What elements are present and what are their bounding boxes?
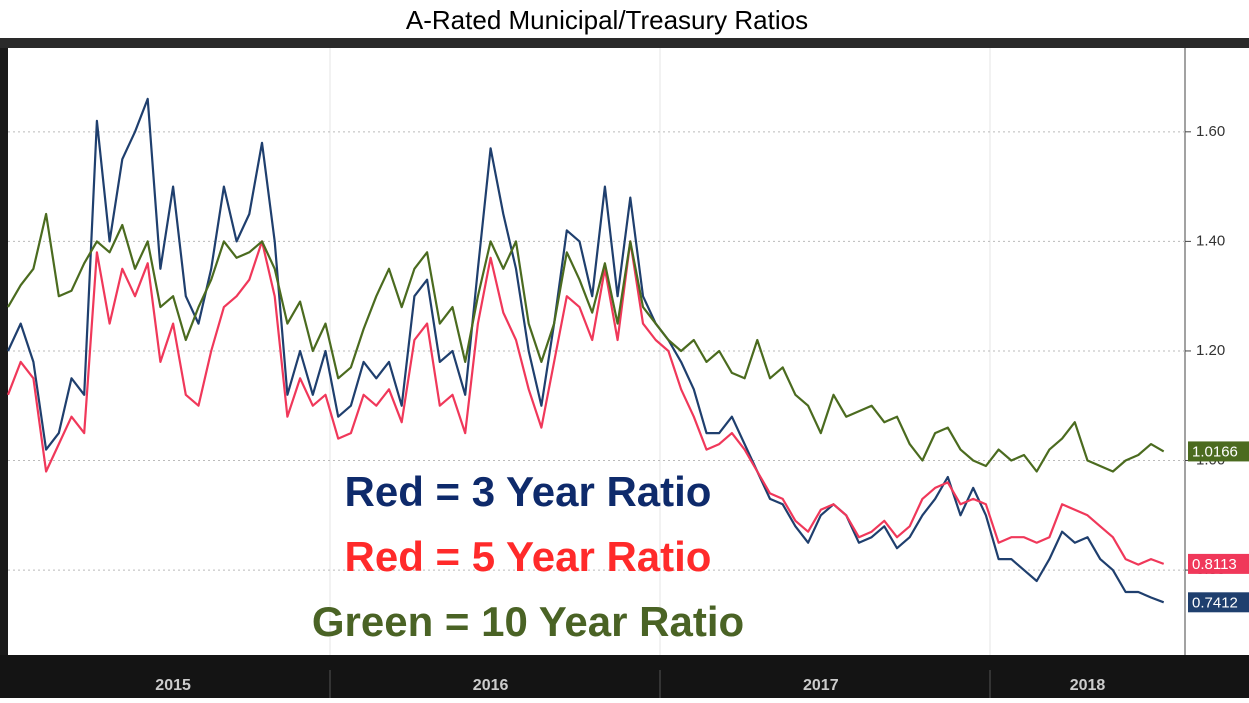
last-value-label: 0.7412: [1192, 594, 1238, 611]
last-value-label: 1.0166: [1192, 443, 1238, 460]
x-axis-bar: [0, 655, 1249, 698]
series-line: [7, 212, 1165, 473]
x-tick-label: 2018: [1070, 677, 1106, 694]
chart-title: A-Rated Municipal/Treasury Ratios: [406, 5, 808, 35]
last-value-tag: [1188, 441, 1249, 462]
legend-label: Red = 3 Year Ratio: [345, 468, 712, 515]
x-tick-label: 2015: [155, 677, 191, 694]
last-value-tag: [1188, 592, 1249, 613]
legend-label: Green = 10 Year Ratio: [312, 598, 744, 645]
x-tick-label: 2016: [473, 677, 509, 694]
last-value-label: 0.8113: [1192, 556, 1237, 573]
last-value-tag: [1188, 553, 1249, 574]
legend-label: Red = 5 Year Ratio: [345, 533, 712, 580]
series-line: [6, 240, 1165, 566]
y-tick-label: 1.40: [1196, 232, 1225, 249]
y-tick-label: 1.20: [1196, 342, 1225, 359]
series-line: [7, 97, 1165, 604]
left-edge: [0, 48, 8, 655]
toolbar-strip: [0, 38, 1249, 48]
y-tick-label: 1.60: [1196, 123, 1225, 140]
x-tick-label: 2017: [803, 677, 839, 694]
